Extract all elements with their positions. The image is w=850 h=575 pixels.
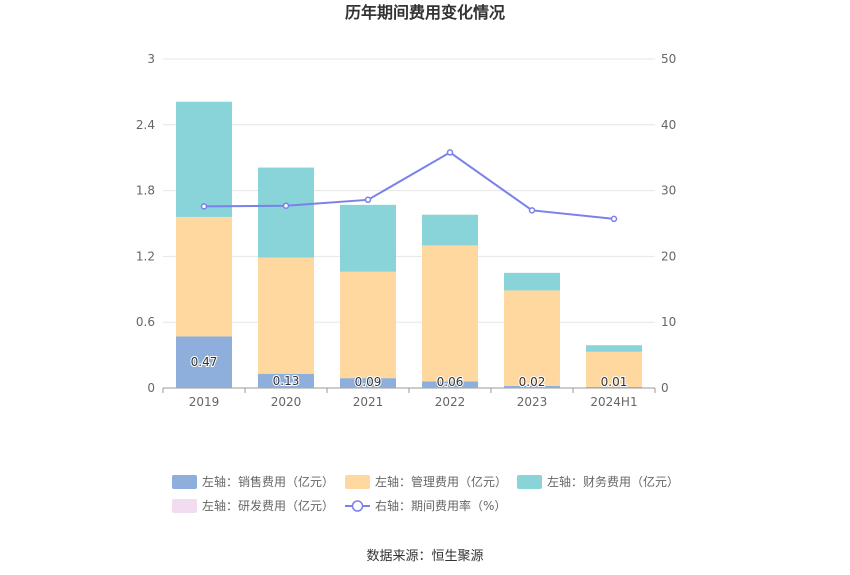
left-tick-label: 0.6 <box>136 315 155 329</box>
rate-point <box>364 196 372 204</box>
rate-point <box>528 207 536 214</box>
right-tick-label: 10 <box>661 315 676 329</box>
left-tick-label: 2.4 <box>136 118 155 132</box>
x-tick-label: 2022 <box>435 395 466 409</box>
rate-point <box>446 149 454 156</box>
left-axis: 0 0.6 1.2 1.8 2.4 3 <box>136 52 155 395</box>
legend-label: 左轴：管理费用（亿元） <box>375 474 507 489</box>
legend-swatch <box>172 475 197 489</box>
data-label: 0.06 <box>437 375 464 389</box>
legend-label: 右轴：期间费用率（%） <box>375 498 506 513</box>
bar-segment <box>422 245 478 382</box>
rate-point <box>200 203 208 210</box>
bar-labels: 0.47 0.13 0.09 0.06 0.02 0.01 <box>190 354 629 390</box>
right-tick-label: 30 <box>661 184 676 198</box>
bar-segment <box>504 272 560 291</box>
legend-swatch <box>172 499 197 513</box>
x-tick-label: 2021 <box>353 395 384 409</box>
x-tick-label: 2020 <box>271 395 302 409</box>
x-tick-label: 2023 <box>517 395 548 409</box>
bar-segment <box>586 345 642 352</box>
data-label: 0.01 <box>601 375 628 389</box>
bar-segment <box>504 290 560 386</box>
bar-segment <box>422 214 478 246</box>
line-series <box>200 149 618 223</box>
x-tick-label: 2019 <box>189 395 220 409</box>
legend-label: 左轴：研发费用（亿元） <box>202 498 334 513</box>
right-tick-label: 20 <box>661 249 676 263</box>
chart-title: 历年期间费用变化情况 <box>345 3 505 22</box>
legend-label: 左轴：销售费用（亿元） <box>202 474 334 489</box>
legend-label: 左轴：财务费用（亿元） <box>547 474 679 489</box>
legend-swatch <box>517 475 542 489</box>
bar-segment <box>340 204 396 272</box>
bar-segment <box>258 167 314 258</box>
bars <box>176 101 642 388</box>
bar-segment <box>176 216 232 337</box>
rate-point <box>282 202 290 209</box>
bar-segment <box>176 101 232 217</box>
legend-marker <box>351 500 364 512</box>
data-label: 0.09 <box>355 375 382 389</box>
right-tick-label: 40 <box>661 118 676 132</box>
bar-segment <box>258 373 314 388</box>
data-label: 0.02 <box>519 375 546 389</box>
right-tick-label: 50 <box>661 52 676 66</box>
left-tick-label: 0 <box>147 381 155 395</box>
bar-segment <box>258 257 314 374</box>
rate-point <box>610 215 618 223</box>
bar-segment <box>340 378 396 388</box>
bar-segment <box>176 336 232 388</box>
bar-segment <box>586 386 642 388</box>
rate-line <box>203 151 615 220</box>
legend-swatch <box>345 475 370 489</box>
bar-segment <box>340 271 396 379</box>
grid <box>163 58 655 323</box>
bar-segment <box>422 381 478 388</box>
x-axis: 2019 2020 2021 2022 2023 2024H1 <box>162 387 656 409</box>
data-label: 0.47 <box>191 355 218 369</box>
data-label: 0.13 <box>273 374 300 388</box>
bar-segment <box>586 351 642 387</box>
legend: 左轴：销售费用（亿元） 左轴：管理费用（亿元） 左轴：财务费用（亿元） 左轴：研发费用… <box>172 474 679 513</box>
right-tick-label: 0 <box>661 381 669 395</box>
left-tick-label: 1.8 <box>136 184 155 198</box>
left-tick-label: 1.2 <box>136 249 155 263</box>
data-source: 数据来源：恒生聚源 <box>366 549 483 564</box>
bar-segment <box>504 385 560 388</box>
x-tick-label: 2024H1 <box>590 395 637 409</box>
left-tick-label: 3 <box>147 52 155 66</box>
right-axis: 0 10 20 30 40 50 <box>661 52 676 395</box>
